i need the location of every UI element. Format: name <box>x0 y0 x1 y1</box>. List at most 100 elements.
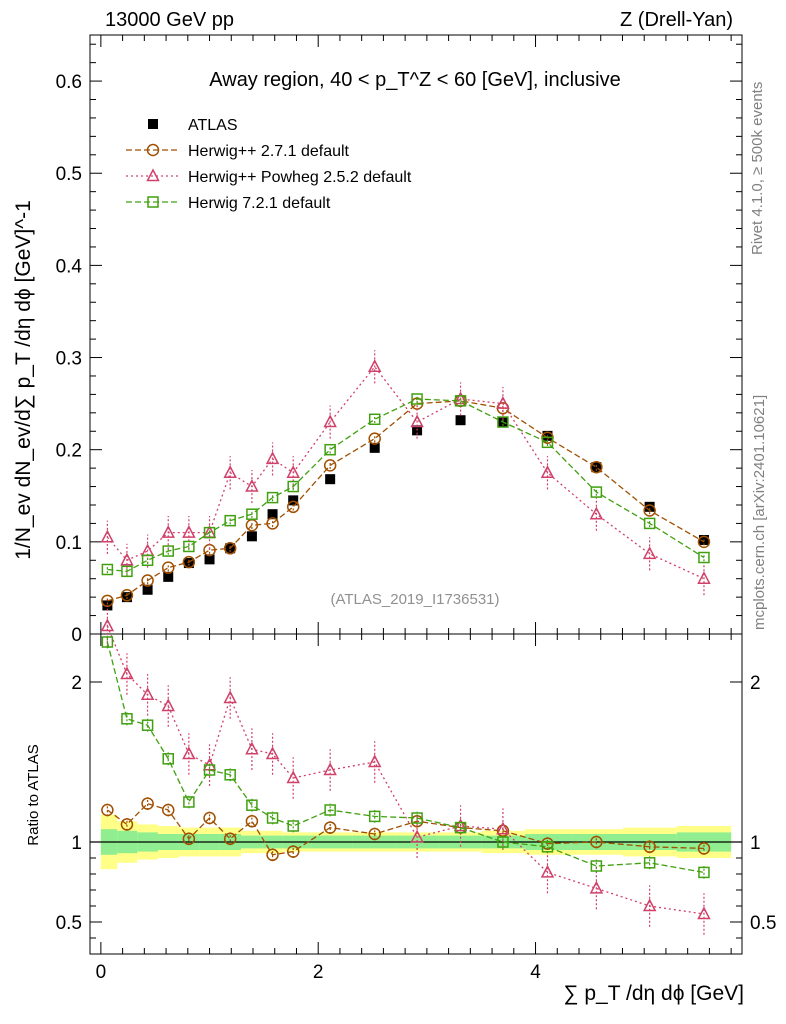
ratio-point-herwig-7-2-1-default <box>162 753 174 765</box>
y-axis-label-ratio: Ratio to ATLAS <box>25 744 42 845</box>
y-tick-label-ratio-right: 2 <box>750 673 761 694</box>
data-point-herwig-powheg-2-5-2-default <box>642 546 657 560</box>
data-point-herwig-2-7-1-default <box>643 504 656 517</box>
data-point-herwig-7-2-1-default <box>287 480 299 493</box>
data-point-herwig-2-7-1-default <box>590 460 603 474</box>
y-tick-label-main: 0.2 <box>56 441 82 462</box>
data-point-herwig-powheg-2-5-2-default <box>367 359 382 373</box>
x-axis-label: ∑ p_T /dη dϕ [GeV] <box>564 982 744 1005</box>
ratio-point-herwig-7-2-1-default <box>266 812 279 824</box>
data-point-herwig-2-7-1-default <box>286 500 300 514</box>
ratio-point-herwig-powheg-2-5-2-default <box>410 829 424 843</box>
ratio-point-herwig-2-7-1-default <box>266 848 279 862</box>
y-tick-label-main: 0.5 <box>56 164 82 185</box>
ratio-line-herwig-powheg-2-5-2-default <box>106 625 705 915</box>
data-point-atlas <box>288 495 299 506</box>
data-point-atlas <box>369 442 380 453</box>
ratio-point-herwig-powheg-2-5-2-default <box>182 746 196 760</box>
ratio-point-herwig-7-2-1-default <box>141 719 154 731</box>
ratio-point-herwig-7-2-1-default <box>287 820 299 832</box>
data-point-herwig-7-2-1-default <box>183 540 195 553</box>
ratio-series-3 <box>101 635 710 879</box>
ratio-point-herwig-7-2-1-default <box>454 821 467 834</box>
ratio-point-herwig-2-7-1-default <box>141 797 154 810</box>
data-point-herwig-powheg-2-5-2-default <box>100 529 115 543</box>
data-point-herwig-powheg-2-5-2-default <box>410 414 424 428</box>
y-axis-label-main: 1/N_ev dN_ev/d∑ p_T /dη dϕ [GeV]^-1 <box>12 200 35 560</box>
ratio-point-herwig-powheg-2-5-2-default <box>286 770 300 784</box>
header-observable: Z (Drell-Yan) <box>620 9 733 31</box>
data-point-herwig-powheg-2-5-2-default <box>323 414 337 428</box>
data-point-herwig-2-7-1-default <box>223 542 237 555</box>
legend-label: Herwig++ 2.7.1 default <box>188 143 350 160</box>
data-point-herwig-7-2-1-default <box>643 517 656 530</box>
y-tick-label-main: 0.4 <box>56 256 83 277</box>
ratio-point-herwig-7-2-1-default <box>590 860 603 872</box>
series-line-herwig-7-2-1-default <box>107 398 705 573</box>
y-tick-label-main: 0.6 <box>56 72 82 93</box>
y-tick-label-ratio: 0.5 <box>56 913 82 934</box>
data-point-herwig-7-2-1-default <box>590 486 603 498</box>
data-point-herwig-powheg-2-5-2-default <box>182 525 196 538</box>
data-point-herwig-7-2-1-default <box>121 565 133 578</box>
series-1 <box>101 394 711 608</box>
ratio-point-herwig-powheg-2-5-2-default <box>140 687 155 701</box>
data-point-herwig-2-7-1-default <box>266 517 279 530</box>
data-point-herwig-2-7-1-default <box>323 459 337 472</box>
ratio-point-herwig-7-2-1-default <box>224 769 236 781</box>
data-point-atlas <box>325 474 336 485</box>
ratio-point-herwig-7-2-1-default <box>246 799 258 811</box>
data-point-herwig-7-2-1-default <box>141 554 154 567</box>
mcplots-label: mcplots.cern.ch [arXiv:2401.10621] <box>751 395 768 630</box>
data-point-herwig-2-7-1-default <box>141 574 154 587</box>
data-point-herwig-7-2-1-default <box>324 443 336 456</box>
data-point-atlas <box>163 571 174 582</box>
data-point-herwig-2-7-1-default <box>120 589 134 602</box>
y-tick-label-main: 0.3 <box>56 349 82 370</box>
ratio-point-herwig-powheg-2-5-2-default <box>223 690 237 704</box>
data-point-herwig-2-7-1-default <box>368 432 381 445</box>
ratio-point-herwig-2-7-1-default <box>245 814 259 828</box>
y-tick-label-main: 0.1 <box>56 533 82 554</box>
data-point-atlas <box>142 584 153 595</box>
data-point-herwig-7-2-1-default <box>162 545 174 557</box>
y-tick-label-ratio-right: 1 <box>750 833 761 854</box>
legend-marker-atlas <box>148 119 158 129</box>
ratio-point-herwig-2-7-1-default <box>223 832 237 846</box>
data-point-herwig-powheg-2-5-2-default <box>265 451 280 465</box>
series-line-herwig-powheg-2-5-2-default <box>106 365 705 580</box>
data-point-atlas <box>455 415 466 426</box>
ratio-point-herwig-powheg-2-5-2-default <box>642 898 657 912</box>
data-point-atlas <box>246 531 257 542</box>
data-point-herwig-powheg-2-5-2-default <box>223 465 237 478</box>
ratio-point-herwig-2-7-1-default <box>368 827 381 841</box>
data-point-herwig-2-7-1-default <box>697 535 711 549</box>
analysis-id: (ATLAS_2019_I1736531) <box>330 591 499 608</box>
y-tick-label-ratio-right: 0.5 <box>750 913 776 934</box>
data-point-herwig-powheg-2-5-2-default <box>540 465 555 478</box>
x-tick-label: 2 <box>313 962 324 983</box>
ratio-line-herwig-7-2-1-default <box>106 641 705 874</box>
ratio-point-herwig-7-2-1-default <box>411 812 423 824</box>
ratio-frame <box>89 633 743 955</box>
ratio-point-herwig-7-2-1-default <box>368 810 381 823</box>
data-point-herwig-powheg-2-5-2-default <box>120 552 134 566</box>
ratio-point-herwig-7-2-1-default <box>183 796 195 808</box>
ratio-point-herwig-powheg-2-5-2-default <box>245 741 259 755</box>
ratio-point-herwig-powheg-2-5-2-default <box>540 864 555 878</box>
data-point-herwig-powheg-2-5-2-default <box>286 465 300 478</box>
y-tick-label-ratio: 2 <box>71 673 82 694</box>
ratio-point-herwig-powheg-2-5-2-default <box>161 698 175 712</box>
ratio-series-2 <box>100 605 711 935</box>
data-point-herwig-7-2-1-default <box>411 393 423 405</box>
ratio-point-herwig-7-2-1-default <box>203 764 216 776</box>
series-2 <box>100 350 711 596</box>
ratio-point-herwig-powheg-2-5-2-default <box>453 818 468 832</box>
data-point-herwig-7-2-1-default <box>698 551 710 564</box>
data-point-herwig-7-2-1-default <box>224 514 236 527</box>
ratio-point-herwig-7-2-1-default <box>541 841 554 853</box>
y-tick-label-main: 0 <box>71 625 82 646</box>
ratio-point-herwig-powheg-2-5-2-default <box>367 754 382 768</box>
ratio-point-herwig-powheg-2-5-2-default <box>589 880 604 894</box>
